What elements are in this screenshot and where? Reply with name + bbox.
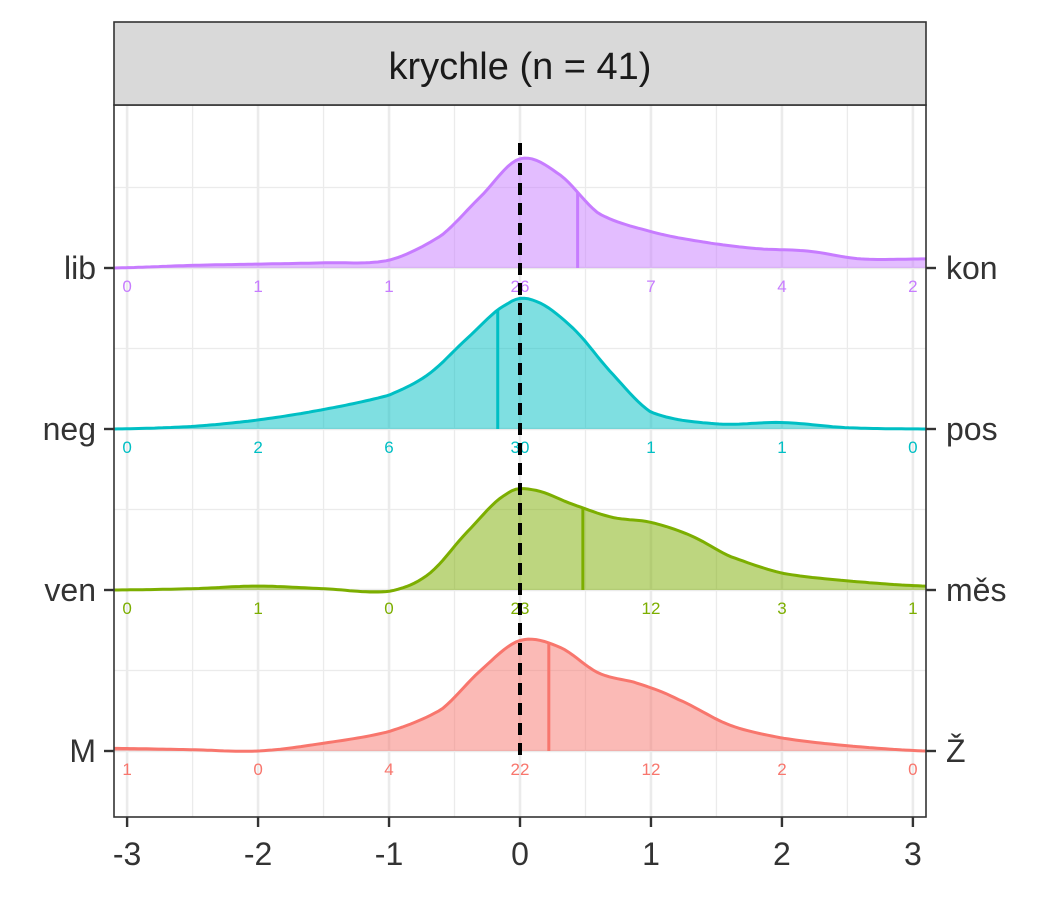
count-label: 22 (511, 760, 530, 779)
count-label: 12 (642, 599, 661, 618)
count-label: 0 (253, 760, 262, 779)
count-label: 2 (253, 438, 262, 457)
right-axis-label: pos (946, 411, 998, 447)
x-axis-tick-label: 1 (642, 836, 660, 872)
density-curve (114, 637, 927, 753)
right-axis-label: kon (946, 250, 998, 286)
left-axis-label: lib (64, 250, 96, 286)
count-label: 0 (122, 277, 131, 296)
count-label: 2 (908, 277, 917, 296)
x-axis-tick-label: 3 (904, 836, 922, 872)
left-axis-label: ven (44, 572, 96, 608)
count-label: 0 (122, 599, 131, 618)
count-label: 0 (384, 599, 393, 618)
left-axis-label: neg (43, 411, 96, 447)
count-label: 4 (777, 277, 786, 296)
x-axis-tick-label: -1 (375, 836, 403, 872)
x-axis-tick-label: 2 (773, 836, 791, 872)
facet-strip (113, 21, 927, 106)
facet-title: krychle (n = 41) (389, 46, 652, 88)
count-label: 1 (122, 760, 131, 779)
count-label: 1 (253, 599, 262, 618)
count-label: 0 (908, 760, 917, 779)
x-axis-tick-label: -3 (113, 836, 141, 872)
count-label: 2 (777, 760, 786, 779)
count-label: 0 (122, 438, 131, 457)
count-label: 6 (384, 438, 393, 457)
count-label: 0 (908, 438, 917, 457)
count-label: 7 (646, 277, 655, 296)
density-curve (113, 296, 926, 431)
count-label: 1 (384, 277, 393, 296)
count-label: 1 (777, 438, 786, 457)
right-axis-label: měs (946, 572, 1006, 608)
x-axis-tick-label: 0 (511, 836, 529, 872)
count-label: 4 (384, 760, 393, 779)
count-label: 1 (253, 277, 262, 296)
density-curve (113, 156, 926, 270)
count-label: 1 (646, 438, 655, 457)
density-area (114, 488, 926, 592)
left-axis-label: M (69, 733, 96, 769)
x-axis-tick-label: -2 (244, 836, 272, 872)
count-label: 3 (777, 599, 786, 618)
right-axis-label: Ž (946, 733, 966, 769)
ridge-M: 1 0 4 22 12 2 0 (114, 637, 927, 779)
count-label: 12 (642, 760, 661, 779)
count-label: 1 (908, 599, 917, 618)
